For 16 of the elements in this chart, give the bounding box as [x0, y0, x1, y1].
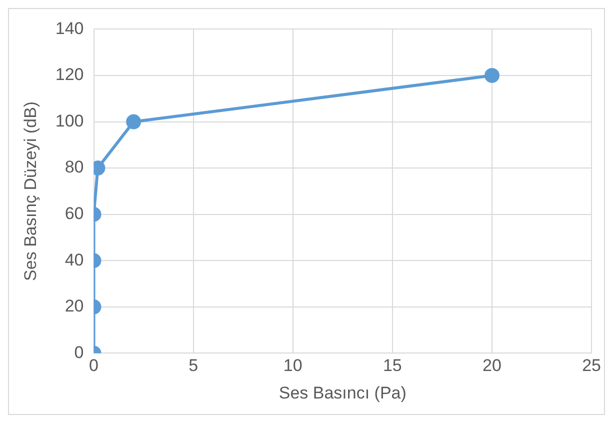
y-tick-label: 100	[55, 111, 84, 130]
y-tick-label: 80	[64, 158, 84, 177]
x-tick-label: 10	[283, 356, 302, 376]
y-tick-label: 0	[74, 342, 84, 362]
x-tick-label: 5	[188, 356, 198, 376]
y-tick-label: 40	[64, 250, 84, 270]
x-tick-label: 0	[89, 356, 98, 376]
x-tick-label: 20	[482, 356, 502, 376]
x-tick-label: 15	[382, 356, 402, 376]
y-tick-label: 20	[64, 296, 84, 316]
y-axis-title: Ses Basınç Düzeyi (dB)	[20, 101, 40, 281]
x-axis-title: Ses Basıncı (Pa)	[278, 383, 406, 402]
y-tick-label: 60	[64, 204, 84, 224]
y-tick-label: 140	[55, 18, 84, 38]
x-tick-label: 25	[582, 356, 602, 376]
y-tick-label: 120	[55, 65, 84, 84]
